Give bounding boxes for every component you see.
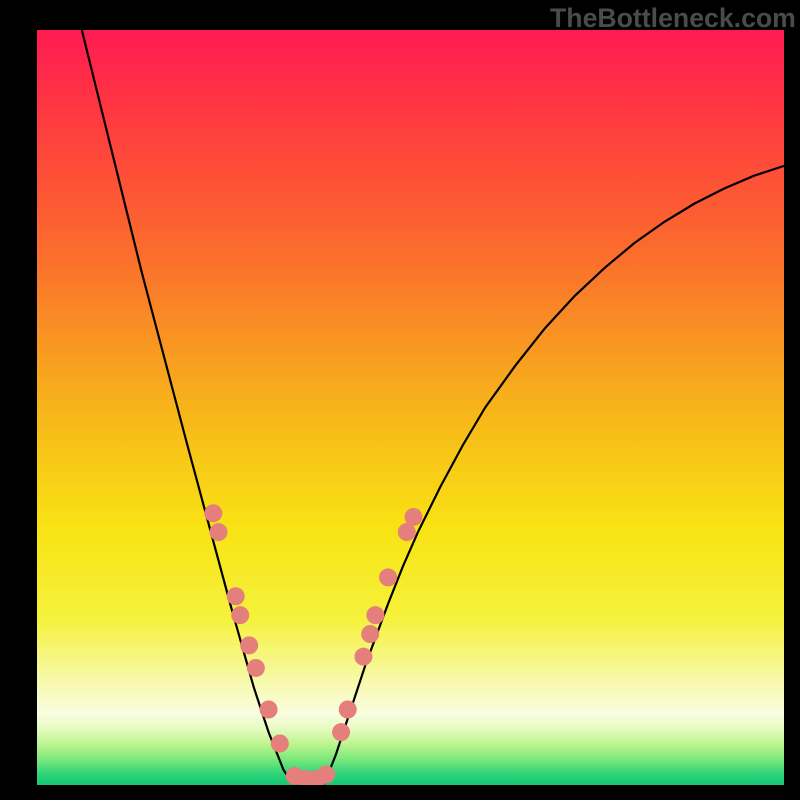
data-marker <box>240 636 258 654</box>
data-marker <box>210 523 228 541</box>
data-marker <box>339 701 357 719</box>
data-marker <box>247 659 265 677</box>
bottleneck-plot <box>37 30 784 785</box>
data-marker <box>379 568 397 586</box>
data-marker <box>227 587 245 605</box>
data-marker <box>260 701 278 719</box>
data-marker <box>271 734 289 752</box>
data-marker <box>361 625 379 643</box>
data-marker <box>332 723 350 741</box>
plot-background-gradient <box>37 30 784 785</box>
data-marker <box>354 648 372 666</box>
data-marker <box>404 508 422 526</box>
data-marker <box>231 606 249 624</box>
data-marker <box>204 504 222 522</box>
data-marker <box>317 765 335 783</box>
data-marker <box>366 606 384 624</box>
